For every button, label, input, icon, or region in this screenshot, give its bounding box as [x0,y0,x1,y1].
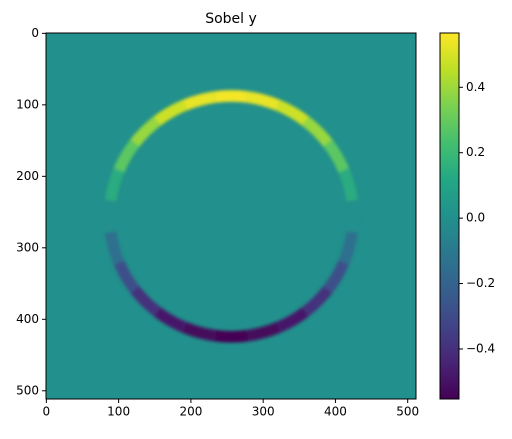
y-tick-label: 0 [31,26,39,40]
y-tick-label: 300 [16,240,39,254]
colorbar [440,33,459,399]
ring-segment [130,116,161,147]
y-tick-label: 100 [16,97,39,111]
ring-segment [153,307,188,333]
ring-segment [301,286,333,317]
x-tick-label: 200 [179,405,202,419]
ring-segment [104,231,125,265]
ring-segment [338,168,358,202]
ring [103,90,359,343]
y-tick-label: 500 [16,383,39,397]
colorbar-tick-label: 0.2 [466,145,485,159]
colorbar-tick-label: −0.4 [466,341,495,355]
ring-segment [323,260,350,294]
x-tick-label: 100 [107,405,130,419]
y-tick-label: 200 [16,169,39,183]
x-tick-label: 500 [396,405,419,419]
ring-segment [130,286,161,317]
ring-segment [182,322,217,342]
ring-segment [113,139,140,173]
ring-segment [214,90,249,103]
x-tick-label: 300 [252,405,275,419]
ring-segment [246,91,281,111]
ring-segment [246,322,281,342]
ring-segment [338,231,358,265]
ring-segment [214,329,249,343]
ring-segment [103,199,117,233]
y-tick-label: 400 [16,312,39,326]
ring-segment [323,139,350,173]
ring-segment [301,116,333,147]
colorbar-tick-label: −0.2 [466,276,495,290]
ring-segment [153,99,188,126]
colorbar-frame [439,32,460,400]
ring-segment [182,91,217,111]
ring-segment [275,99,309,126]
x-tick-label: 0 [43,405,51,419]
ring-segment [104,168,125,202]
background [46,33,416,399]
colorbar-tick-label: 0.0 [466,211,485,225]
chart-title: Sobel y [205,11,257,27]
ring-segment [275,307,309,333]
x-tick-label: 400 [324,405,347,419]
axes-frame [45,32,417,400]
ring-segment [113,260,140,294]
colorbar-tick-label: 0.4 [466,80,485,94]
ring-segment [346,199,359,233]
image [46,33,416,399]
